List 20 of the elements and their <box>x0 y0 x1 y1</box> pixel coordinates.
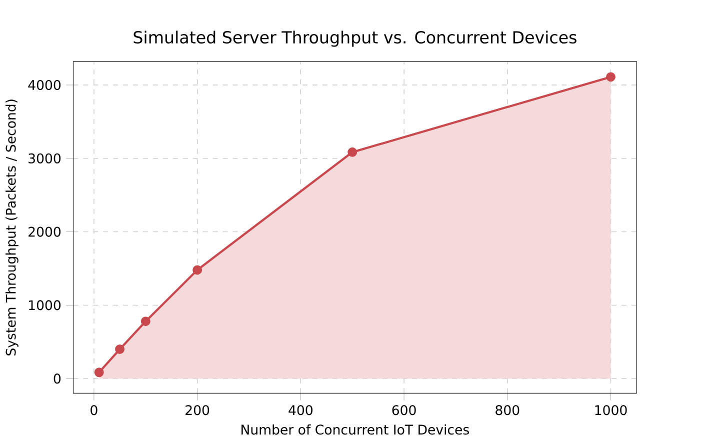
x-tick-label: 1000 <box>595 405 627 416</box>
y-tick-label: 3000 <box>28 153 61 164</box>
y-tick-label: 1000 <box>29 300 61 310</box>
x-tick-label: 400 <box>288 405 312 416</box>
x-axis-title: Number of Concurrent IoT Devices <box>242 424 469 435</box>
point <box>94 368 104 378</box>
x-tick-label: 600 <box>392 405 416 416</box>
point <box>348 147 358 157</box>
chart-title: Simulated Server Throughput vs. Concurrent Devices <box>134 30 576 47</box>
point <box>140 316 150 326</box>
y-tick-label: 2000 <box>28 226 61 237</box>
point <box>606 72 616 82</box>
x-tick-label: 200 <box>186 405 210 416</box>
x-tick-label: 0 <box>90 405 98 416</box>
point <box>192 265 202 275</box>
y-tick-label: 0 <box>54 374 61 384</box>
x-tick-label: 800 <box>496 405 520 416</box>
y-axis-title: System Throughput (Packets / Second) <box>6 100 18 356</box>
point <box>115 344 125 354</box>
y-tick-label: 4000 <box>28 80 61 90</box>
